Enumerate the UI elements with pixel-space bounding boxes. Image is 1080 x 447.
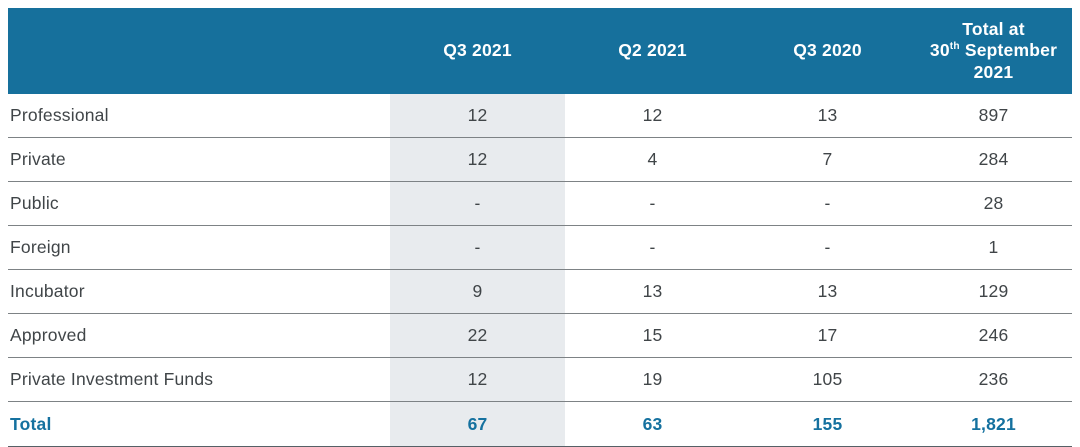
cell-q3-2020: 13 (817, 105, 838, 125)
row-label: Foreign (10, 237, 71, 257)
cell-q2-2021: - (649, 237, 656, 257)
table-row-professional: Professional 12 12 13 897 (8, 94, 1072, 138)
header-total-day: 30 (929, 40, 950, 61)
cell-q3-2021: 12 (390, 358, 565, 401)
row-label: Professional (10, 105, 109, 125)
cell-q3-2020: - (824, 193, 831, 213)
cell-total: 246 (978, 325, 1009, 345)
row-label: Approved (10, 325, 87, 345)
table-row-total: Total 67 63 155 1,821 (8, 402, 1072, 447)
table-row-foreign: Foreign - - - 1 (8, 226, 1072, 270)
cell-q3-2021: 67 (390, 402, 565, 446)
table-row-private: Private 12 4 7 284 (8, 138, 1072, 182)
cell-total: 129 (978, 281, 1009, 301)
table-row-incubator: Incubator 9 13 13 129 (8, 270, 1072, 314)
cell-q3-2021: 9 (390, 270, 565, 313)
cell-q3-2020: 105 (812, 369, 843, 389)
header-q3-2020: Q3 2020 (793, 40, 862, 61)
header-total-line1: Total at (962, 18, 1025, 39)
header-total-line3: 2021 (973, 61, 1014, 82)
cell-q2-2021: 19 (642, 369, 663, 389)
row-label: Public (10, 193, 59, 213)
row-label: Total (10, 413, 52, 434)
cell-q3-2020: 155 (812, 413, 843, 434)
table-row-approved: Approved 22 15 17 246 (8, 314, 1072, 358)
table-header-row: Q3 2021 Q2 2021 Q3 2020 Total at 30th Se… (8, 8, 1072, 94)
cell-q2-2021: 13 (642, 281, 663, 301)
cell-q2-2021: 63 (642, 413, 663, 434)
table-row-private-investment-funds: Private Investment Funds 12 19 105 236 (8, 358, 1072, 402)
cell-q3-2020: 7 (822, 149, 833, 169)
header-q3-2021: Q3 2021 (443, 40, 512, 61)
cell-q3-2020: - (824, 237, 831, 257)
cell-total: 897 (978, 105, 1009, 125)
row-label: Incubator (10, 281, 85, 301)
cell-total: 236 (978, 369, 1009, 389)
row-label: Private (10, 149, 66, 169)
cell-q3-2020: 17 (817, 325, 838, 345)
cell-q3-2021: 12 (390, 138, 565, 181)
header-q2-2021: Q2 2021 (618, 40, 687, 61)
cell-total: 1 (988, 237, 999, 257)
cell-q2-2021: - (649, 193, 656, 213)
cell-q2-2021: 4 (647, 149, 658, 169)
cell-q3-2021: - (390, 182, 565, 225)
header-empty-cell (8, 8, 390, 94)
cell-q3-2021: 22 (390, 314, 565, 357)
statistics-table: Q3 2021 Q2 2021 Q3 2020 Total at 30th Se… (8, 8, 1072, 447)
cell-q2-2021: 12 (642, 105, 663, 125)
row-label: Private Investment Funds (10, 369, 214, 389)
cell-total: 28 (983, 193, 1004, 213)
header-total-ordinal: th (949, 41, 960, 53)
cell-q3-2021: 12 (390, 94, 565, 137)
header-total-column: Total at 30th September 2021 (915, 8, 1072, 94)
cell-q3-2020: 13 (817, 281, 838, 301)
table-row-public: Public - - - 28 (8, 182, 1072, 226)
header-total-month: September (959, 40, 1058, 61)
cell-total: 284 (978, 149, 1009, 169)
cell-q3-2021: - (390, 226, 565, 269)
cell-total: 1,821 (971, 413, 1016, 434)
cell-q2-2021: 15 (642, 325, 663, 345)
